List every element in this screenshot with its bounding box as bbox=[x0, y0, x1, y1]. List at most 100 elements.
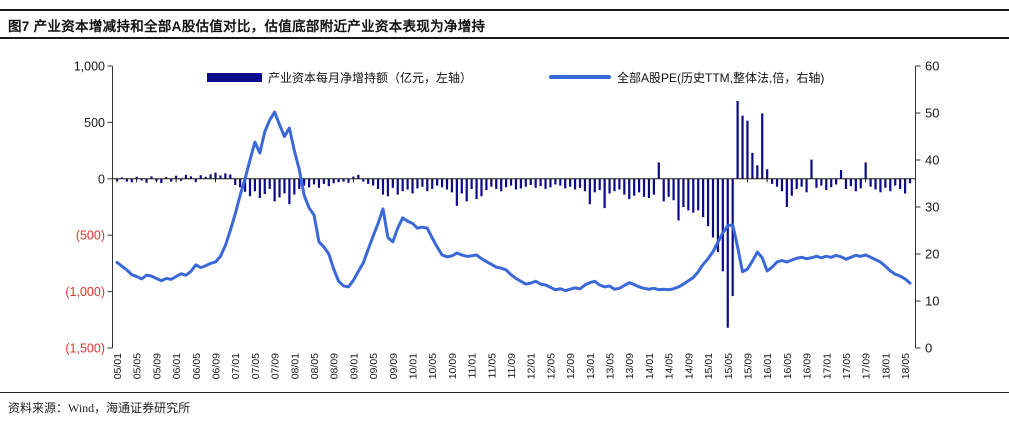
bar-月净增持额 bbox=[800, 178, 803, 187]
left-axis-tick-label: 1,000 bbox=[74, 60, 105, 74]
bar-月净增持额 bbox=[470, 178, 473, 189]
bar-月净增持额 bbox=[633, 178, 636, 196]
bar-月净增持额 bbox=[820, 178, 823, 186]
legend-item-pe: 全部A股PE(历史TTM,整体法,倍，右轴) bbox=[549, 68, 824, 86]
bar-月净增持额 bbox=[775, 178, 779, 187]
x-axis-tick-label: 16/05 bbox=[782, 353, 794, 379]
bar-月净增持额 bbox=[854, 178, 857, 192]
x-axis-tick-label: 15/05 bbox=[723, 353, 735, 379]
bar-月净增持额 bbox=[135, 176, 138, 179]
bar-月净增持额 bbox=[647, 178, 651, 198]
bar-月净增持额 bbox=[889, 178, 892, 192]
bar-月净增持额 bbox=[243, 178, 247, 192]
bar-月净增持额 bbox=[293, 178, 296, 195]
bar-月净增持额 bbox=[263, 178, 266, 195]
right-axis-tick-label: 10 bbox=[925, 294, 939, 309]
x-axis-tick-label: 12/09 bbox=[565, 353, 577, 379]
bar-月净增持额 bbox=[849, 178, 852, 187]
x-axis-tick-label: 10/09 bbox=[447, 353, 459, 379]
bar-月净增持额 bbox=[899, 178, 902, 189]
bar-月净增持额 bbox=[593, 178, 596, 193]
x-axis-tick-label: 15/09 bbox=[743, 353, 755, 379]
x-axis-tick-label: 06/01 bbox=[171, 353, 183, 379]
bar-月净增持额 bbox=[578, 178, 582, 188]
left-axis-tick-label: (1,000) bbox=[65, 285, 105, 299]
bar-月净增持额 bbox=[623, 178, 626, 195]
bar-月净增持额 bbox=[741, 115, 744, 179]
x-axis-tick-label: 18/01 bbox=[880, 353, 892, 379]
x-axis-tick-label: 09/09 bbox=[388, 353, 400, 379]
bar-月净增持额 bbox=[431, 178, 434, 189]
bar-月净增持额 bbox=[505, 178, 508, 188]
bar-月净增持额 bbox=[189, 176, 192, 179]
bar-月净增持额 bbox=[362, 178, 365, 182]
source-note: 资料来源：Wind，海通证券研究所 bbox=[8, 401, 191, 415]
bar-月净增持额 bbox=[436, 178, 439, 186]
x-axis-tick-label: 11/09 bbox=[506, 353, 518, 379]
bar-月净增持额 bbox=[726, 178, 729, 328]
x-axis-tick-label: 10/01 bbox=[408, 353, 420, 379]
bar-月净增持额 bbox=[460, 178, 463, 194]
bar-月净增持额 bbox=[411, 178, 414, 194]
chart-legend: 产业资本每月净增持额（亿元，左轴） 全部A股PE(历史TTM,整体法,倍，右轴) bbox=[0, 68, 1009, 86]
bar-月净增持额 bbox=[165, 177, 168, 179]
bar-月净增持额 bbox=[485, 178, 488, 191]
bar-月净增持额 bbox=[253, 178, 257, 192]
bar-月净增持额 bbox=[347, 178, 350, 183]
bar-月净增持额 bbox=[825, 178, 828, 191]
bar-月净增持额 bbox=[559, 178, 562, 186]
x-axis-tick-label: 13/05 bbox=[605, 353, 617, 379]
x-axis-tick-label: 08/05 bbox=[309, 353, 321, 379]
bar-月净增持额 bbox=[184, 174, 188, 179]
bar-月净增持额 bbox=[278, 178, 281, 198]
right-axis-tick-label: 30 bbox=[925, 200, 939, 215]
bar-series bbox=[115, 100, 912, 328]
bar-月净增持额 bbox=[455, 178, 458, 206]
bar-月净增持额 bbox=[667, 178, 670, 197]
bar-月净增持额 bbox=[716, 178, 720, 253]
bar-月净增持额 bbox=[642, 178, 646, 197]
bar-月净增持额 bbox=[450, 178, 454, 193]
right-axis-tick-label: 60 bbox=[925, 59, 939, 74]
bar-月净增持额 bbox=[549, 178, 552, 188]
bar-月净增持额 bbox=[273, 178, 276, 202]
x-axis-tick-label: 13/01 bbox=[585, 353, 597, 379]
bar-月净增持额 bbox=[514, 178, 518, 190]
bar-月净增持额 bbox=[224, 173, 227, 179]
right-axis-tick-label: 40 bbox=[925, 153, 939, 168]
bar-月净增持额 bbox=[539, 178, 542, 187]
x-axis-tick-label: 07/05 bbox=[250, 353, 262, 379]
bar-月净增持额 bbox=[199, 175, 202, 179]
bar-月净增持额 bbox=[229, 174, 232, 179]
bar-月净增持额 bbox=[903, 178, 907, 194]
bar-月净增持额 bbox=[702, 178, 705, 218]
x-axis-tick-label: 05/09 bbox=[151, 353, 163, 379]
bar-月净增持额 bbox=[583, 178, 587, 192]
bar-月净增持额 bbox=[120, 177, 124, 179]
bar-月净增持额 bbox=[268, 178, 271, 189]
bar-月净增持额 bbox=[652, 178, 655, 195]
bar-月净增持额 bbox=[884, 178, 887, 188]
bar-月净增持额 bbox=[524, 178, 527, 187]
title-divider bbox=[0, 37, 1009, 39]
axis-labels: 1,000 500 0 (500) (1,000) (1,500) 60 50 40 30 20 10… bbox=[65, 59, 939, 380]
bar-月净增持额 bbox=[367, 178, 370, 184]
bar-月净增持额 bbox=[859, 178, 862, 189]
bar-月净增持额 bbox=[795, 178, 798, 189]
bar-月净增持额 bbox=[756, 165, 759, 179]
bar-月净增持额 bbox=[780, 178, 784, 192]
bar-月净增持额 bbox=[874, 178, 877, 190]
legend-label-pe: 全部A股PE(历史TTM,整体法,倍，右轴) bbox=[617, 70, 825, 85]
x-axis-tick-label: 12/01 bbox=[526, 353, 538, 379]
x-axis-tick-label: 16/09 bbox=[802, 353, 814, 379]
x-axis-tick-label: 18/05 bbox=[900, 353, 912, 379]
bar-月净增持额 bbox=[322, 178, 325, 184]
bar-月净增持额 bbox=[657, 162, 660, 179]
x-axis-tick-label: 11/05 bbox=[486, 353, 498, 379]
bar-月净增持额 bbox=[303, 178, 306, 186]
bar-月净增持额 bbox=[894, 178, 897, 186]
bar-月净增持额 bbox=[342, 178, 345, 182]
x-axis-tick-label: 05/05 bbox=[132, 353, 144, 379]
bar-月净增持额 bbox=[288, 178, 291, 205]
bar-月净增持额 bbox=[495, 178, 498, 189]
